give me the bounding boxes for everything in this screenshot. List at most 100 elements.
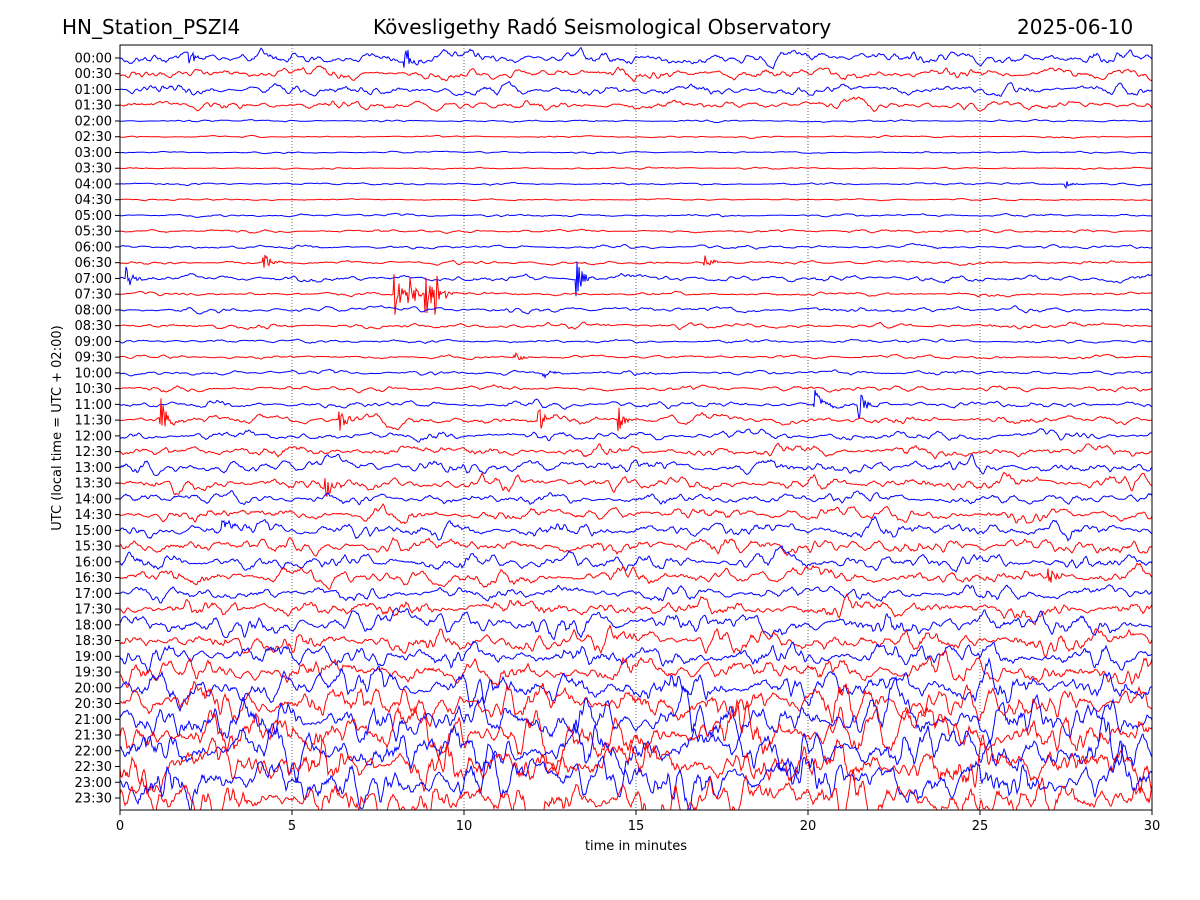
- trace-2100: [120, 675, 1152, 746]
- trace-1130: [120, 398, 1152, 432]
- trace-0500: [120, 212, 1152, 219]
- trace-1430: [120, 502, 1152, 525]
- y-tick-label: 09:30: [75, 351, 112, 366]
- y-tick-label: 23:30: [75, 792, 112, 807]
- trace-1230: [120, 442, 1152, 460]
- trace-1030: [120, 384, 1152, 394]
- x-tick-label: 15: [628, 819, 645, 834]
- trace-0800: [120, 305, 1152, 315]
- y-tick-label: 09:00: [75, 335, 112, 350]
- trace-1300: [120, 453, 1152, 477]
- y-tick-label: 02:00: [75, 114, 112, 129]
- y-tick-label: 16:00: [75, 555, 112, 570]
- trace-0430: [120, 197, 1152, 202]
- trace-0400: [120, 181, 1152, 189]
- trace-0630: [120, 254, 1152, 268]
- trace-2130: [120, 698, 1152, 777]
- x-axis-label: time in minutes: [585, 839, 687, 854]
- trace-0700: [120, 261, 1152, 297]
- y-tick-label: 18:00: [75, 618, 112, 633]
- date-label: 2025-06-10: [1017, 15, 1134, 39]
- y-tick-label: 22:00: [75, 744, 112, 759]
- y-tick-label: 19:30: [75, 666, 112, 681]
- x-tick-label: 10: [456, 819, 473, 834]
- observatory-title: Kövesligethy Radó Seismological Observat…: [373, 15, 832, 39]
- trace-1630: [120, 562, 1152, 590]
- trace-1600: [120, 545, 1152, 573]
- y-tick-label: 13:00: [75, 461, 112, 476]
- trace-0100: [120, 81, 1152, 97]
- trace-0330: [120, 166, 1152, 170]
- y-tick-label: 11:30: [75, 414, 112, 429]
- y-tick-label: 23:00: [75, 776, 112, 791]
- trace-0000: [120, 46, 1152, 70]
- trace-0830: [120, 321, 1152, 331]
- trace-2200: [120, 717, 1152, 784]
- trace-0200: [120, 119, 1152, 124]
- y-tick-label: 18:30: [75, 634, 112, 649]
- y-tick-label: 17:30: [75, 603, 112, 618]
- y-tick-label: 12:00: [75, 429, 112, 444]
- y-tick-label: 07:30: [75, 288, 112, 303]
- trace-1930: [120, 650, 1152, 688]
- y-tick-label: 04:30: [75, 193, 112, 208]
- trace-1900: [120, 640, 1152, 675]
- y-tick-label: 21:00: [75, 713, 112, 728]
- y-tick-label: 00:00: [75, 52, 112, 67]
- y-tick-label: 01:30: [75, 99, 112, 114]
- trace-1330: [120, 471, 1152, 497]
- y-tick-label: 03:00: [75, 146, 112, 161]
- trace-1730: [120, 592, 1152, 626]
- y-tick-label: 21:30: [75, 729, 112, 744]
- x-tick-label: 0: [116, 819, 124, 834]
- x-tick-label: 30: [1144, 819, 1161, 834]
- trace-0930: [120, 351, 1152, 361]
- trace-0130: [120, 96, 1152, 113]
- y-tick-label: 05:30: [75, 225, 112, 240]
- trace-1500: [120, 515, 1152, 542]
- y-tick-label: 14:00: [75, 492, 112, 507]
- trace-1700: [120, 584, 1152, 604]
- y-tick-label: 20:00: [75, 681, 112, 696]
- y-tick-label: 01:00: [75, 83, 112, 98]
- y-tick-label: 19:00: [75, 650, 112, 665]
- y-tick-label: 06:00: [75, 240, 112, 255]
- trace-1200: [120, 428, 1152, 443]
- y-tick-label: 02:30: [75, 130, 112, 145]
- trace-1530: [120, 536, 1152, 557]
- trace-1100: [120, 389, 1152, 419]
- trace-1000: [120, 368, 1152, 379]
- trace-0600: [120, 242, 1152, 250]
- y-tick-label: 08:30: [75, 319, 112, 334]
- y-tick-label: 22:30: [75, 760, 112, 775]
- y-tick-label: 04:00: [75, 177, 112, 192]
- trace-2000: [120, 657, 1152, 713]
- y-tick-label: 15:30: [75, 540, 112, 555]
- y-tick-label: 15:00: [75, 524, 112, 539]
- trace-1400: [120, 490, 1152, 506]
- x-tick-label: 5: [288, 819, 296, 834]
- y-tick-label: 00:30: [75, 67, 112, 82]
- y-tick-label: 16:30: [75, 571, 112, 586]
- y-tick-label: 10:30: [75, 382, 112, 397]
- y-tick-label: 03:30: [75, 162, 112, 177]
- station-name: HN_Station_PSZI4: [62, 15, 241, 39]
- trace-2330: [120, 768, 1152, 810]
- y-tick-label: 10:00: [75, 366, 112, 381]
- y-tick-label: 12:30: [75, 445, 112, 460]
- trace-1830: [120, 624, 1152, 659]
- y-tick-label: 07:00: [75, 272, 112, 287]
- y-tick-label: 06:30: [75, 256, 112, 271]
- y-tick-label: 11:00: [75, 398, 112, 413]
- y-tick-label: 05:00: [75, 209, 112, 224]
- x-tick-label: 20: [800, 819, 817, 834]
- y-tick-label: 13:30: [75, 477, 112, 492]
- y-tick-label: 08:00: [75, 303, 112, 318]
- trace-0030: [120, 65, 1152, 83]
- trace-0300: [120, 150, 1152, 155]
- trace-2030: [120, 680, 1152, 728]
- trace-0230: [120, 134, 1152, 140]
- trace-0900: [120, 338, 1152, 344]
- y-tick-label: 20:30: [75, 697, 112, 712]
